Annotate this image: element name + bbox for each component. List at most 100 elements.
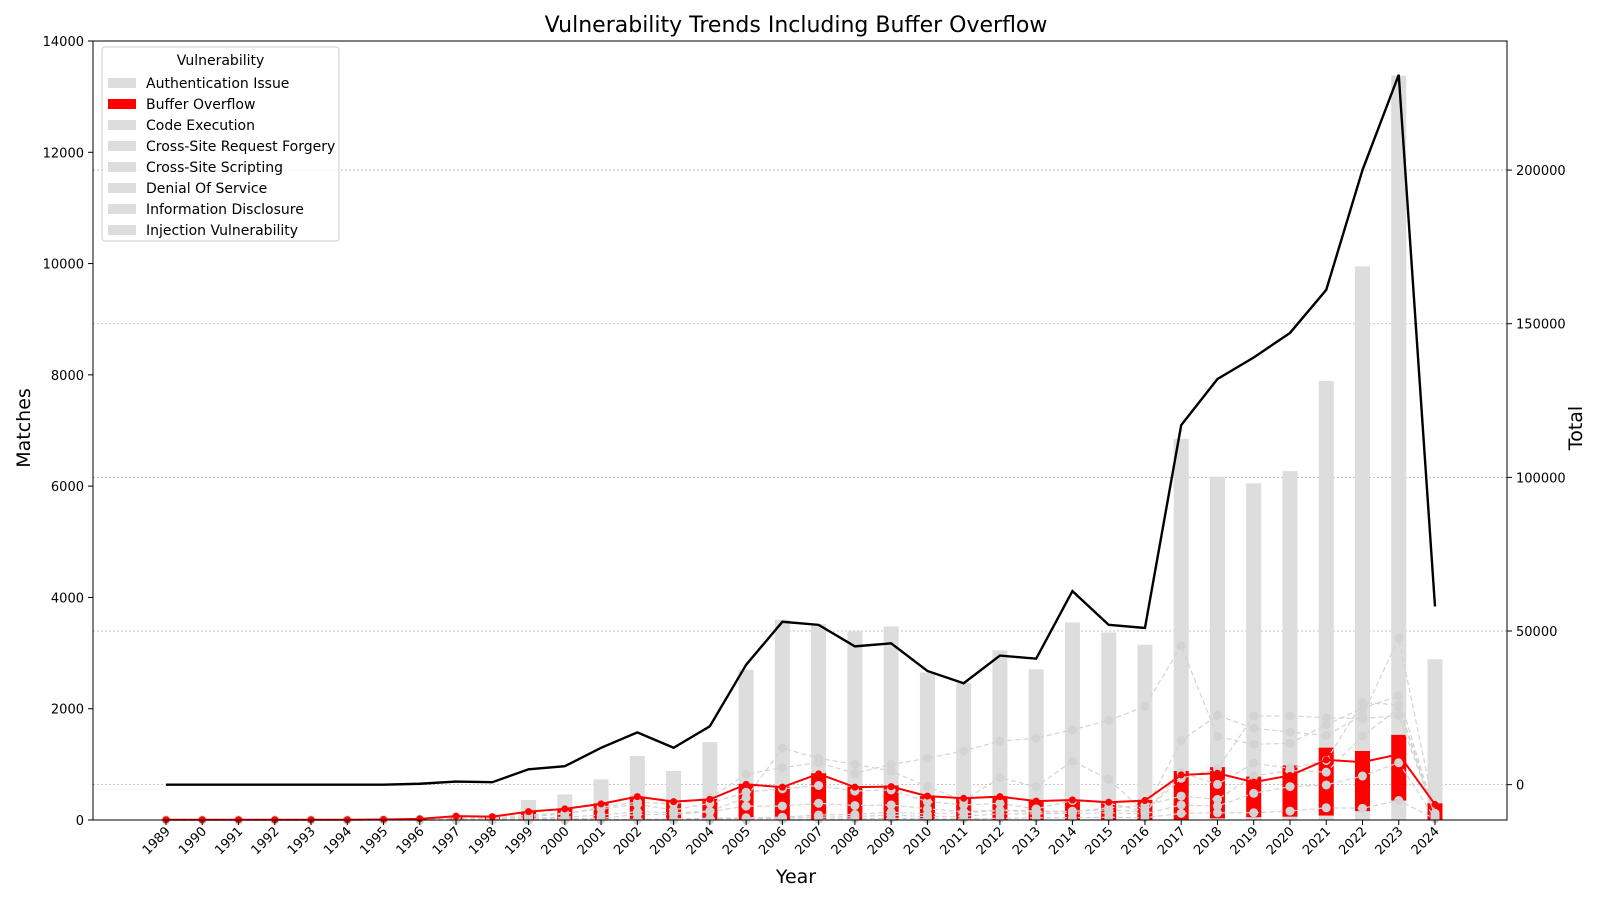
bar-other — [1246, 483, 1262, 820]
bar-other — [1137, 644, 1153, 820]
buffer-overflow-point — [778, 783, 786, 791]
category-point — [1357, 714, 1367, 724]
category-point — [1031, 733, 1041, 743]
category-point — [1285, 738, 1295, 748]
buffer-overflow-point — [416, 815, 424, 823]
chart-title: Vulnerability Trends Including Buffer Ov… — [545, 13, 1048, 38]
category-point — [1357, 698, 1367, 708]
category-point — [886, 766, 896, 776]
buffer-overflow-point — [923, 792, 931, 800]
category-point — [1212, 779, 1222, 789]
category-point — [886, 800, 896, 810]
bar-other — [1101, 632, 1117, 820]
plot-frame — [92, 40, 1508, 821]
buffer-overflow-point — [1358, 758, 1366, 766]
x-tick-label: 2000 — [539, 824, 573, 858]
category-point — [1176, 800, 1186, 810]
x-tick-label: 2008 — [829, 824, 863, 858]
buffer-overflow-point — [633, 793, 641, 801]
category-line — [166, 644, 1436, 821]
category-point — [1212, 801, 1222, 811]
legend-item-label: Cross-Site Scripting — [146, 160, 283, 176]
category-point — [814, 781, 824, 791]
category-point — [995, 798, 1005, 808]
category-point — [1140, 801, 1150, 811]
category-point — [1321, 730, 1331, 740]
category-point — [922, 814, 932, 824]
y-tick-label-right: 0 — [1516, 779, 1524, 794]
category-point — [1249, 788, 1259, 798]
category-point — [1104, 774, 1114, 784]
category-point — [995, 813, 1005, 823]
x-tick-label: 2003 — [647, 824, 681, 858]
buffer-overflow-point — [1032, 797, 1040, 805]
category-point — [1285, 727, 1295, 737]
x-tick-label: 2021 — [1300, 824, 1334, 858]
bar-other — [1318, 380, 1334, 820]
x-tick-label: 1991 — [212, 824, 246, 858]
x-tick-label: 2006 — [756, 824, 790, 858]
buffer-overflow-point — [1105, 798, 1113, 806]
y-axis-title-left: Matches — [13, 388, 35, 468]
x-tick-label: 2013 — [1010, 824, 1044, 858]
category-point — [777, 743, 787, 753]
category-point — [1249, 758, 1259, 768]
buffer-overflow-point — [488, 813, 496, 821]
x-tick-label: 2009 — [865, 824, 899, 858]
category-point — [1321, 713, 1331, 723]
buffer-overflow-point — [670, 798, 678, 806]
legend-box — [101, 46, 340, 242]
legend-swatch — [108, 204, 136, 214]
x-tick-label: 2024 — [1409, 824, 1443, 858]
category-point — [1394, 633, 1404, 643]
x-tick-label: 2004 — [684, 824, 718, 858]
category-point — [1176, 641, 1186, 651]
category-point — [1212, 794, 1222, 804]
buffer-overflow-point — [742, 780, 750, 788]
category-point — [1249, 771, 1259, 781]
x-tick-label: 2010 — [901, 824, 935, 858]
category-line — [166, 761, 1436, 821]
category-point — [886, 759, 896, 769]
x-tick-label: 2017 — [1155, 824, 1189, 858]
y-tick-label-left: 12000 — [43, 146, 84, 161]
category-point — [1394, 758, 1404, 768]
x-tick-label: 2015 — [1083, 824, 1117, 858]
category-point — [1357, 731, 1367, 741]
category-point — [1357, 803, 1367, 813]
category-point — [995, 773, 1005, 783]
buffer-overflow-point — [452, 812, 460, 820]
x-tick-label: 1990 — [176, 824, 210, 858]
category-point — [922, 782, 932, 792]
x-tick-label: 2002 — [611, 824, 645, 858]
category-point — [922, 753, 932, 763]
category-point — [814, 798, 824, 808]
y-tick-label-right: 200000 — [1516, 164, 1566, 179]
bar-other — [738, 669, 754, 820]
category-point — [1249, 739, 1259, 749]
category-point — [1285, 782, 1295, 792]
category-point — [814, 753, 824, 763]
category-line — [166, 799, 1436, 821]
category-point — [886, 813, 896, 823]
x-tick-label: 2012 — [974, 824, 1008, 858]
category-point — [1104, 812, 1114, 822]
x-tick-label: 2016 — [1119, 824, 1153, 858]
legend-item-label: Denial Of Service — [146, 181, 267, 197]
bar-other — [1028, 669, 1044, 820]
buffer-overflow-point — [706, 795, 714, 803]
legend-swatch — [108, 162, 136, 172]
x-tick-label: 1994 — [321, 824, 355, 858]
category-point — [632, 797, 642, 807]
legend-swatch — [108, 141, 136, 151]
buffer-overflow-point — [561, 805, 569, 813]
x-tick-label: 2023 — [1373, 824, 1407, 858]
buffer-overflow-point — [1431, 800, 1439, 808]
buffer-overflow-point — [851, 783, 859, 791]
category-point — [1394, 796, 1404, 806]
buffer-overflow-point — [1395, 750, 1403, 758]
category-point — [741, 769, 751, 779]
category-point — [1394, 710, 1404, 720]
category-point — [850, 768, 860, 778]
